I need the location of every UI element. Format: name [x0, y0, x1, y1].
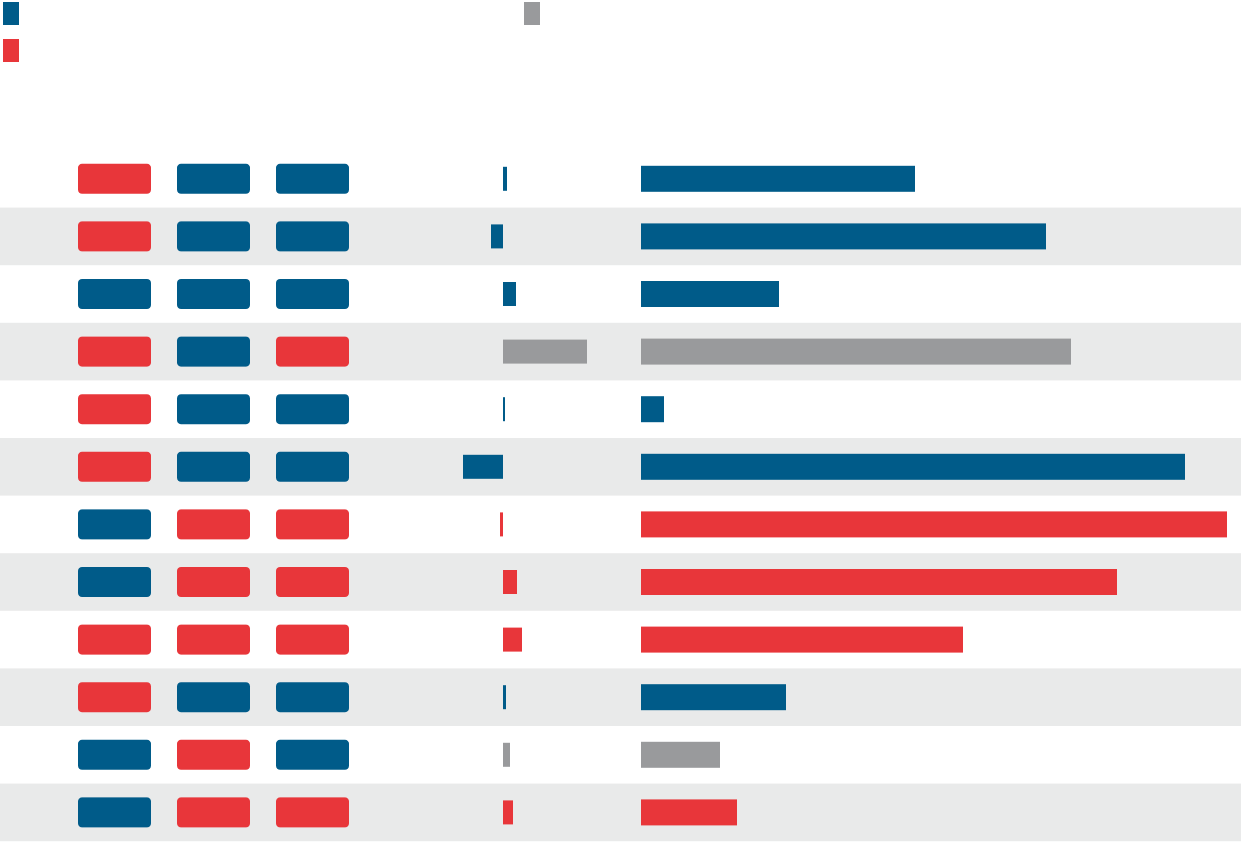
change-bar [500, 512, 503, 537]
pill [177, 739, 250, 770]
pill [177, 797, 250, 828]
change-bar [503, 397, 505, 422]
pill [276, 279, 349, 309]
pill [276, 163, 349, 194]
pill [78, 394, 151, 425]
value-bar [641, 741, 720, 768]
pill [276, 682, 349, 713]
pill [177, 336, 250, 367]
legend-swatch [3, 39, 19, 62]
pill [276, 624, 349, 655]
pill [78, 221, 151, 252]
pill [177, 394, 250, 425]
pill [78, 279, 151, 309]
pill [78, 739, 151, 770]
pill [177, 624, 250, 655]
legend-swatch [524, 2, 540, 25]
value-bar [641, 281, 779, 307]
value-bar [641, 511, 1227, 538]
pill [276, 797, 349, 828]
value-bar [641, 684, 786, 711]
change-bar [463, 454, 503, 479]
change-bar [503, 685, 506, 710]
pill [276, 567, 349, 597]
change-bar [503, 339, 587, 364]
pill [276, 509, 349, 540]
pill [276, 336, 349, 367]
value-bar [641, 223, 1046, 250]
pill [78, 624, 151, 655]
pill [177, 567, 250, 597]
change-bar [503, 627, 522, 652]
change-bar [503, 800, 513, 825]
change-bar [503, 570, 517, 594]
change-bar [503, 742, 510, 767]
value-bar [641, 453, 1185, 480]
pill [276, 739, 349, 770]
change-bar [503, 166, 507, 191]
change-bar [503, 282, 516, 306]
pill [276, 394, 349, 425]
value-bar [641, 626, 963, 653]
pill [78, 336, 151, 367]
change-bar [491, 224, 503, 249]
pill [177, 279, 250, 309]
pill [78, 567, 151, 597]
pill [177, 221, 250, 252]
pill [78, 797, 151, 828]
pill [177, 682, 250, 713]
pill [276, 221, 349, 252]
legend-swatch [3, 2, 19, 25]
value-bar [641, 338, 1071, 365]
pill [78, 509, 151, 540]
pill [78, 682, 151, 713]
pill [177, 163, 250, 194]
value-bar [641, 799, 737, 826]
pill [177, 509, 250, 540]
pill [177, 451, 250, 482]
value-bar [641, 165, 915, 192]
pill [78, 451, 151, 482]
pill [78, 163, 151, 194]
value-bar [641, 396, 664, 423]
pill [276, 451, 349, 482]
value-bar [641, 569, 1117, 595]
